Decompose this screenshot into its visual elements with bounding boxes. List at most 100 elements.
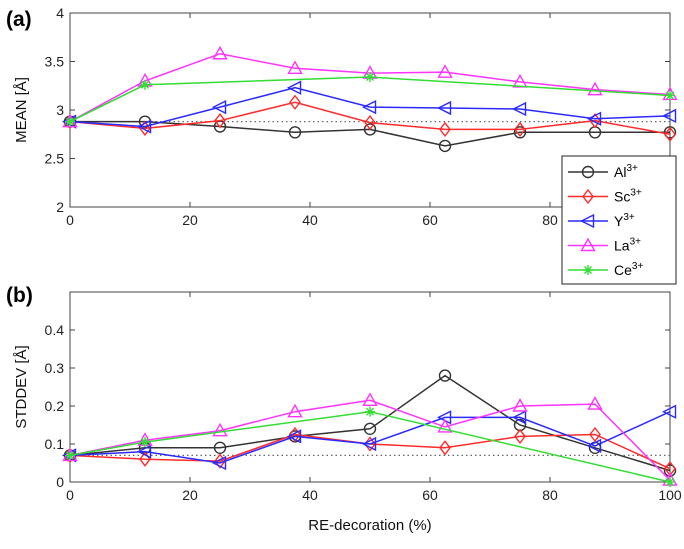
data-point-sc: [214, 453, 226, 469]
x-tick-label: 80: [542, 487, 558, 503]
data-point-ce: [365, 72, 375, 83]
legend-label: Sc3+: [614, 188, 642, 205]
y-tick-label: 2.5: [45, 151, 65, 167]
data-point-al: [438, 139, 452, 153]
y-tick-label: 3: [56, 102, 64, 118]
y-axis-label: STDDEV [Å]: [13, 345, 30, 428]
data-point-sc: [514, 428, 526, 445]
data-point-y: [586, 111, 602, 126]
series-line-ce: [69, 76, 671, 123]
legend-superscript: 3+: [626, 163, 638, 174]
data-point-ce: [65, 450, 75, 461]
data-point-y: [211, 455, 227, 471]
legend-marker-al: [581, 165, 595, 179]
y-tick-label: 0: [56, 474, 64, 490]
legend-item-al: Al3+: [568, 163, 638, 180]
data-point-al: [363, 422, 377, 435]
data-point-y: [436, 100, 452, 116]
series-ce: [65, 72, 675, 127]
legend-name: Sc: [614, 189, 630, 205]
x-tick-label: 80: [542, 212, 558, 228]
data-point-sc: [664, 461, 676, 477]
legend-superscript: 3+: [632, 261, 644, 272]
x-tick-label: 60: [422, 487, 438, 503]
data-point-ce: [665, 477, 675, 487]
data-point-sc: [439, 440, 451, 456]
data-point-la: [362, 392, 378, 406]
x-tick-label: 100: [658, 487, 682, 503]
legend-item-la: La3+: [568, 237, 641, 254]
x-tick-label: 20: [182, 212, 198, 228]
data-point-la: [587, 396, 603, 410]
data-point-y: [286, 80, 302, 95]
legend-label: Y3+: [614, 212, 635, 229]
data-point-ce: [140, 79, 150, 90]
x-tick-label: 40: [302, 487, 318, 503]
panel-label-b: (b): [6, 284, 33, 307]
legend-name: Al: [614, 164, 626, 180]
legend-name: Y: [614, 213, 624, 229]
data-point-ce: [140, 437, 150, 448]
series-line-y: [69, 86, 671, 128]
y-tick-label: 4: [56, 5, 64, 21]
data-point-la: [587, 81, 603, 96]
data-point-al: [363, 123, 377, 136]
legend-marker-ce: [583, 265, 593, 275]
data-point-sc: [214, 113, 226, 129]
legend-name: La: [614, 238, 630, 254]
x-tick-label: 20: [182, 487, 198, 503]
data-point-la: [212, 422, 228, 437]
legend-name: Ce: [614, 262, 632, 278]
legend-item-y: Y3+: [568, 212, 635, 229]
x-tick-label: 60: [422, 212, 438, 228]
data-point-y: [661, 404, 677, 419]
y-tick-label: 0.4: [45, 322, 65, 338]
data-point-al: [438, 369, 452, 382]
data-point-sc: [364, 114, 376, 131]
legend-superscript: 3+: [630, 237, 642, 248]
x-axis-label: RE-decoration (%): [308, 517, 431, 534]
legend-box: [561, 155, 677, 285]
series-y: [61, 80, 677, 134]
data-point-sc: [439, 121, 451, 138]
data-point-y: [361, 436, 377, 452]
x-tick-label: 0: [66, 487, 74, 503]
series-line-ce: [69, 410, 671, 483]
data-point-sc: [589, 426, 601, 443]
legend-item-ce: Ce3+: [568, 261, 643, 278]
data-point-sc: [664, 126, 676, 142]
data-point-ce: [65, 116, 75, 127]
data-point-la: [437, 64, 453, 78]
data-point-y: [511, 410, 527, 425]
x-tick-label: 40: [302, 212, 318, 228]
x-tick-label: 0: [66, 212, 74, 228]
data-point-y: [211, 99, 227, 115]
legend-superscript: 3+: [623, 212, 635, 223]
legend-label: La3+: [614, 237, 641, 254]
data-point-y: [136, 444, 152, 459]
data-point-y: [586, 438, 602, 454]
data-point-la: [512, 398, 528, 412]
panel-label-a: (a): [6, 8, 32, 31]
legend-superscript: 3+: [630, 188, 642, 199]
series-line-y: [69, 411, 671, 464]
legend-item-sc: Sc3+: [568, 188, 642, 205]
data-point-y: [286, 429, 302, 444]
data-point-la: [212, 45, 228, 60]
y-tick-label: 2: [56, 199, 64, 215]
y-tick-label: 0.1: [45, 436, 65, 452]
data-point-la: [437, 418, 453, 433]
data-point-y: [136, 119, 152, 134]
y-tick-label: 0.2: [45, 398, 65, 414]
legend-marker-la: [580, 237, 596, 252]
data-point-al: [288, 126, 302, 139]
data-point-la: [287, 403, 303, 418]
data-point-y: [511, 101, 527, 117]
legend-marker-y: [579, 213, 595, 229]
legend-label: Al3+: [614, 163, 638, 180]
y-tick-label: 3.5: [45, 54, 65, 70]
series-line-al: [69, 374, 671, 472]
series-line-sc: [69, 101, 671, 135]
